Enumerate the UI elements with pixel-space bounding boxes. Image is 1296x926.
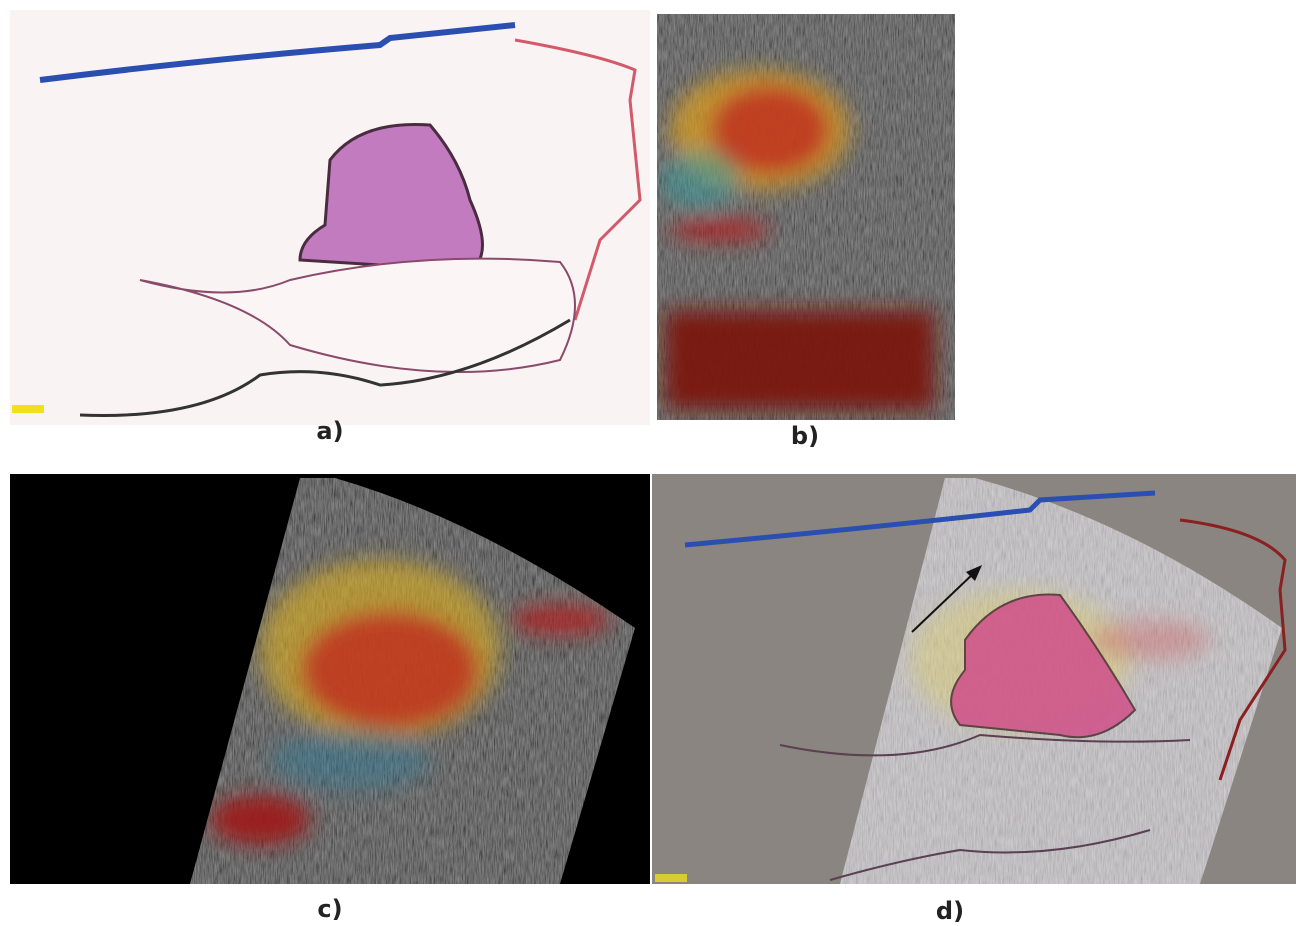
panel-label: c) xyxy=(317,895,342,923)
panel-label: b) xyxy=(791,422,819,450)
figure: a) b) c) xyxy=(0,0,1296,926)
figure-canvas: a) b) c) xyxy=(0,0,1296,926)
panel-d: d) xyxy=(652,474,1296,925)
panel-a: a) xyxy=(10,10,650,445)
panel-b: b) xyxy=(657,14,955,450)
panel-label: a) xyxy=(316,417,343,445)
panel-c: c) xyxy=(10,474,650,923)
panel-label: d) xyxy=(936,897,964,925)
